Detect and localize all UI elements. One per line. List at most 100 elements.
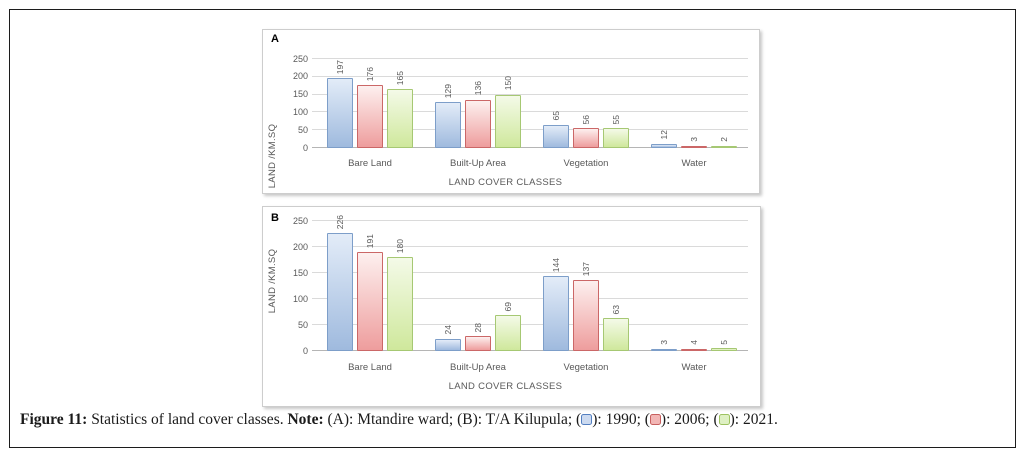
y-tick-label: 100 <box>292 106 308 117</box>
bar-value-label: 2 <box>718 137 729 142</box>
bar-2021-built-up-area <box>495 94 521 148</box>
legend-item: (): 1990; <box>576 411 645 428</box>
plot-area: 226 191 180 24 28 69 144 137 63 3 4 5 <box>312 215 748 351</box>
category-label: Bare Land <box>348 362 392 373</box>
bar-slot: 12 <box>651 59 677 148</box>
panel-corner-label: A <box>271 33 279 45</box>
legend-swatch-2006 <box>649 414 661 425</box>
y-tick-label: 50 <box>297 124 308 135</box>
gridline <box>312 272 748 273</box>
bar-slot: 4 <box>681 221 707 351</box>
bar-slot: 2 <box>711 59 737 148</box>
category-labels: Bare Land Built-Up Area Vegetation Water <box>316 158 748 169</box>
gridline <box>312 246 748 247</box>
bar-2021-vegetation <box>603 128 629 148</box>
caption-body: Statistics of land cover classes. <box>91 411 284 428</box>
bar-slot: 5 <box>711 221 737 351</box>
bar-1990-vegetation <box>543 124 569 148</box>
bar-2006-water <box>681 146 707 148</box>
figure-frame: A LAND /KM.SQ 197 176 165 129 136 150 65 56 55 12 3 2… <box>9 9 1016 448</box>
y-tick-label: 250 <box>292 215 308 226</box>
bar-value-label: 65 <box>550 111 561 121</box>
gridline <box>312 220 748 221</box>
y-tick-label: 200 <box>292 71 308 82</box>
bar-value-label: 55 <box>610 114 621 125</box>
gridline <box>312 324 748 325</box>
legend-year: 2021 <box>742 411 774 428</box>
bar-value-label: 137 <box>580 261 591 276</box>
bar-1990-built-up-area <box>435 338 461 351</box>
bar-value-label: 191 <box>364 233 375 248</box>
bar-value-label: 136 <box>472 81 483 96</box>
bar-2021-bare-land <box>387 89 413 148</box>
bar-2021-built-up-area <box>495 315 521 351</box>
bar-slot: 165 <box>387 59 413 148</box>
bar-value-label: 63 <box>610 304 621 315</box>
bar-1990-built-up-area <box>435 102 461 148</box>
y-tick-label: 0 <box>302 345 308 356</box>
bar-1990-water <box>651 143 677 148</box>
bar-value-label: 3 <box>688 137 699 142</box>
bar-group-vegetation: 65 56 55 <box>532 59 640 148</box>
bar-2006-built-up-area <box>465 336 491 351</box>
bar-value-label: 69 <box>502 301 513 312</box>
bar-value-label: 12 <box>658 130 669 140</box>
bar-value-label: 56 <box>580 114 591 125</box>
bar-slot: 176 <box>357 59 383 148</box>
plot-area: 197 176 165 129 136 150 65 56 55 12 3 2 <box>312 58 748 148</box>
bar-value-label: 180 <box>394 239 405 254</box>
bar-group-water: 3 4 5 <box>640 221 748 351</box>
bar-slot: 3 <box>681 59 707 148</box>
bar-1990-bare-land <box>327 233 353 351</box>
bar-value-label: 28 <box>472 322 483 333</box>
bar-slot: 180 <box>387 221 413 351</box>
legend-item: (): 2006; <box>644 411 714 428</box>
note-label: Note: <box>287 411 324 428</box>
bar-value-label: 24 <box>442 325 453 335</box>
bar-slot: 56 <box>573 59 599 148</box>
bar-2021-water <box>711 348 737 351</box>
bar-value-label: 3 <box>658 340 669 345</box>
bar-2006-built-up-area <box>465 99 491 148</box>
x-axis-line <box>312 147 748 148</box>
gridline <box>312 58 748 59</box>
caption-note-body: (A): Mtandire ward; (B): T/A Kilupula; <box>327 411 573 428</box>
bar-1990-vegetation <box>543 276 569 351</box>
legend-year: 2006 <box>674 411 706 428</box>
bar-value-label: 165 <box>394 71 405 86</box>
bar-slot: 150 <box>495 59 521 148</box>
bar-1990-water <box>651 349 677 351</box>
legend-year: 1990 <box>605 411 637 428</box>
x-axis-title: LAND COVER CLASSES <box>448 381 563 392</box>
bar-2006-vegetation <box>573 128 599 148</box>
bar-2021-vegetation <box>603 318 629 351</box>
bar-2006-water <box>681 348 707 351</box>
bar-2006-vegetation <box>573 279 599 351</box>
category-label: Built-Up Area <box>450 362 506 373</box>
bar-value-label: 5 <box>718 339 729 345</box>
y-tick-label: 50 <box>297 319 308 330</box>
category-labels: Bare Land Built-Up Area Vegetation Water <box>316 362 748 373</box>
bar-value-label: 129 <box>442 83 453 99</box>
bar-slot: 144 <box>543 221 569 351</box>
bar-slot: 197 <box>327 59 353 148</box>
y-axis-ticks: 0 50 100 150 200 250 <box>263 216 308 355</box>
bar-slot: 129 <box>435 59 461 148</box>
gridline <box>312 129 748 131</box>
y-tick-label: 200 <box>292 241 308 252</box>
figure-label: Figure 11: <box>20 411 88 428</box>
bar-group-water: 12 3 2 <box>640 59 748 148</box>
category-label: Vegetation <box>563 362 609 373</box>
gridline <box>312 75 748 77</box>
x-axis-title: LAND COVER CLASSES <box>448 177 563 188</box>
chart-panel-a: A LAND /KM.SQ 197 176 165 129 136 150 65 56 55 12 3 2… <box>262 29 760 194</box>
bar-slot: 226 <box>327 215 353 351</box>
bar-group-bare-land: 197 176 165 <box>316 59 424 148</box>
gridline <box>312 298 748 299</box>
bar-group-vegetation: 144 137 63 <box>532 221 640 351</box>
bar-slot: 137 <box>573 221 599 351</box>
bar-value-label: 4 <box>688 340 699 345</box>
bar-value-label: 226 <box>334 215 345 230</box>
bar-slot: 28 <box>465 221 491 351</box>
chart-panel-b: B LAND /KM.SQ 226 191 180 24 28 69 144 137 63 3 4 5 0 5… <box>262 206 761 407</box>
